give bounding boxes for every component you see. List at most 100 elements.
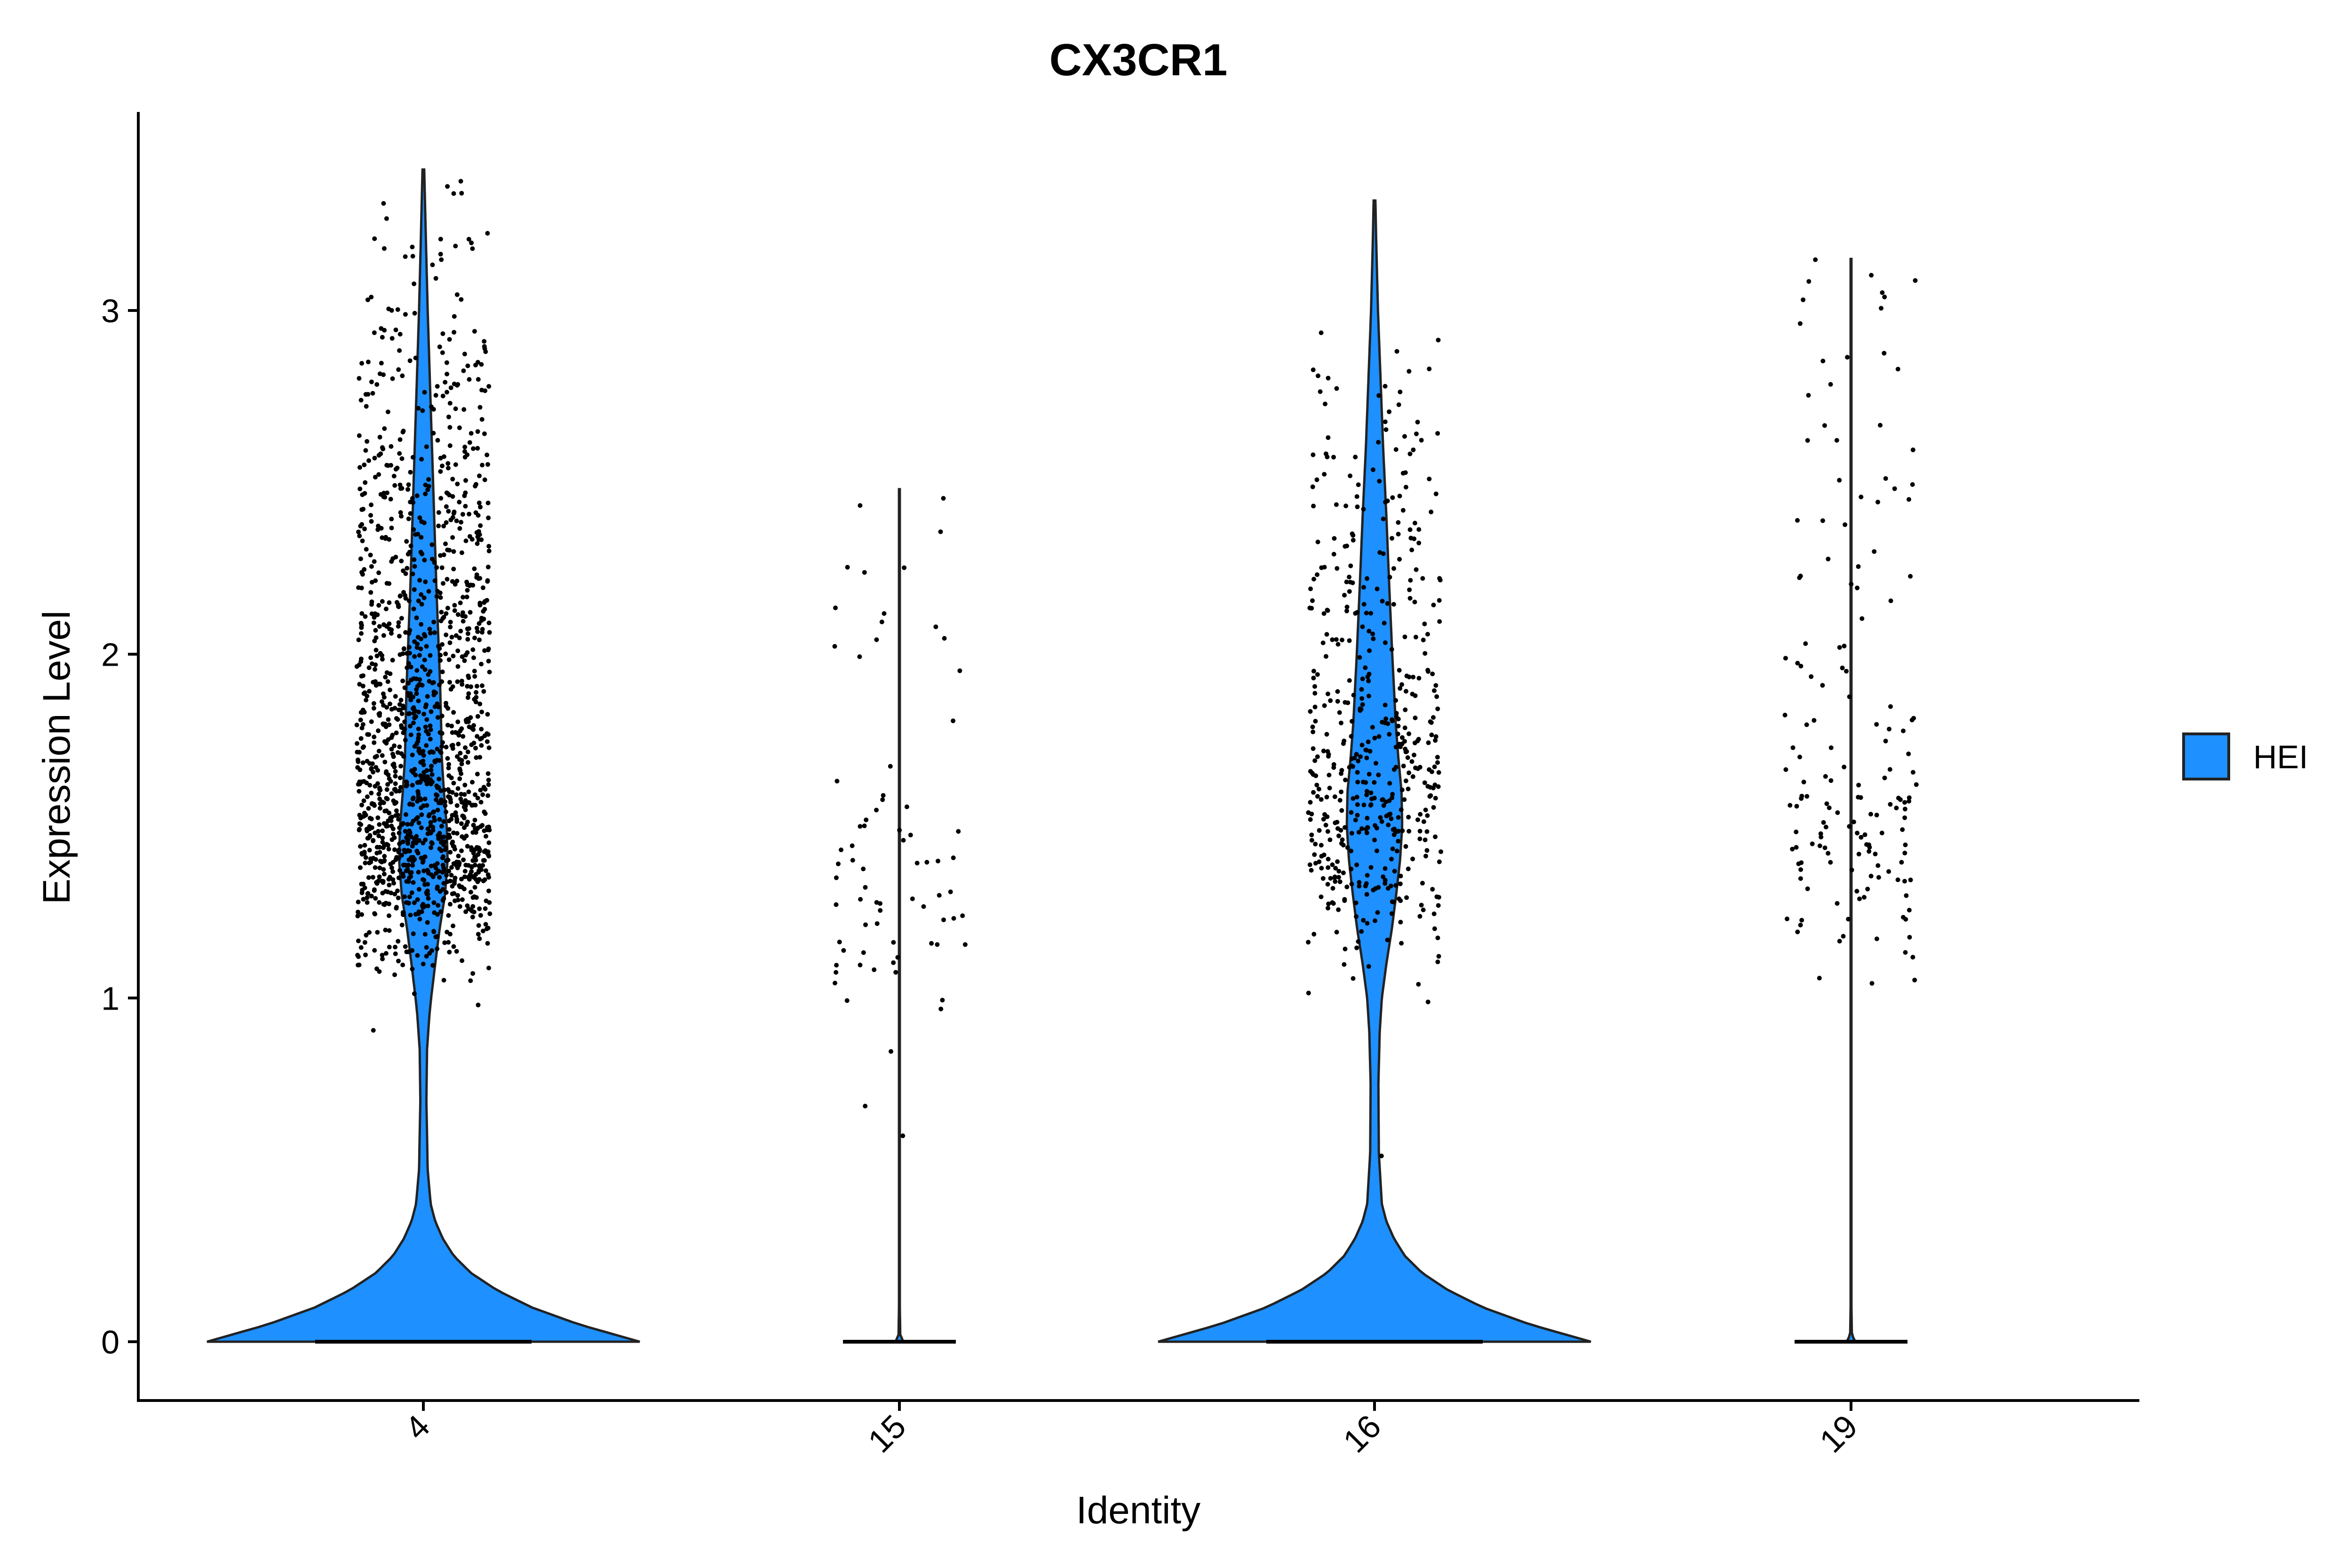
data-point-4 xyxy=(421,868,426,874)
data-point-15 xyxy=(910,896,915,901)
data-point-4 xyxy=(417,682,422,687)
data-point-4 xyxy=(400,839,405,844)
data-point-4 xyxy=(440,898,445,903)
data-point-4 xyxy=(428,653,433,658)
data-point-4 xyxy=(389,336,395,341)
data-point-4 xyxy=(422,657,427,662)
data-point-4 xyxy=(411,720,416,725)
data-point-4 xyxy=(474,684,479,689)
data-point-4 xyxy=(377,844,382,850)
data-point-4 xyxy=(465,363,470,368)
data-point-4 xyxy=(372,455,377,461)
data-point-19 xyxy=(1878,422,1883,428)
data-point-4 xyxy=(463,755,468,760)
data-point-4 xyxy=(405,565,410,571)
data-point-4 xyxy=(445,184,450,189)
data-point-15 xyxy=(908,833,913,837)
data-point-19 xyxy=(1847,694,1852,699)
data-point-4 xyxy=(446,765,451,771)
data-point-4 xyxy=(379,525,384,531)
data-point-4 xyxy=(397,744,402,749)
data-point-4 xyxy=(453,244,458,248)
data-point-4 xyxy=(389,891,394,895)
data-point-19 xyxy=(1909,717,1915,723)
data-point-19 xyxy=(1817,976,1822,981)
data-point-16 xyxy=(1315,672,1320,677)
data-point-4 xyxy=(404,949,409,955)
data-point-16 xyxy=(1364,881,1369,886)
data-point-4 xyxy=(457,526,462,531)
data-point-19 xyxy=(1858,795,1863,800)
data-point-4 xyxy=(416,869,421,875)
data-point-4 xyxy=(450,515,455,520)
data-point-4 xyxy=(369,564,374,569)
data-point-4 xyxy=(438,658,443,663)
data-point-4 xyxy=(454,863,459,868)
data-point-4 xyxy=(362,690,367,695)
data-point-4 xyxy=(397,830,402,836)
data-point-4 xyxy=(355,914,360,919)
data-point-16 xyxy=(1389,816,1394,821)
data-point-16 xyxy=(1417,914,1422,919)
data-point-4 xyxy=(385,782,390,787)
data-point-16 xyxy=(1435,760,1440,765)
data-point-4 xyxy=(360,673,366,678)
data-point-16 xyxy=(1351,976,1356,981)
data-point-19 xyxy=(1798,867,1804,872)
data-point-4 xyxy=(445,577,450,582)
data-point-16 xyxy=(1312,691,1318,696)
data-point-4 xyxy=(472,862,477,868)
data-point-4 xyxy=(450,743,455,748)
data-point-19 xyxy=(1855,830,1860,836)
data-point-4 xyxy=(425,903,430,908)
data-point-16 xyxy=(1365,674,1370,679)
data-point-4 xyxy=(482,809,487,814)
data-point-19 xyxy=(1861,895,1867,900)
data-point-16 xyxy=(1390,792,1395,797)
data-point-4 xyxy=(483,906,488,911)
data-point-16 xyxy=(1417,836,1422,842)
data-point-4 xyxy=(389,747,394,752)
data-point-4 xyxy=(483,868,488,873)
data-point-19 xyxy=(1904,893,1909,898)
data-point-4 xyxy=(368,655,373,661)
data-point-16 xyxy=(1381,874,1386,879)
data-point-4 xyxy=(477,847,482,852)
data-point-16 xyxy=(1422,651,1428,656)
data-point-4 xyxy=(459,771,464,776)
data-point-4 xyxy=(364,547,369,552)
data-point-4 xyxy=(380,753,385,758)
data-point-16 xyxy=(1321,817,1326,822)
data-point-4 xyxy=(463,745,468,750)
data-point-4 xyxy=(368,513,373,518)
data-point-4 xyxy=(415,789,421,794)
data-point-4 xyxy=(406,645,412,650)
data-point-15 xyxy=(914,860,920,866)
data-point-19 xyxy=(1857,896,1862,901)
data-point-19 xyxy=(1834,438,1839,443)
data-point-4 xyxy=(403,944,408,949)
data-point-19 xyxy=(1795,518,1800,523)
data-point-4 xyxy=(425,826,430,831)
data-point-4 xyxy=(376,711,381,716)
data-point-4 xyxy=(359,912,364,917)
data-point-4 xyxy=(365,297,370,302)
data-point-4 xyxy=(376,472,381,477)
data-point-4 xyxy=(437,344,442,350)
data-point-4 xyxy=(379,878,384,883)
data-point-4 xyxy=(358,656,364,661)
data-point-16 xyxy=(1395,732,1400,737)
data-point-16 xyxy=(1397,557,1402,562)
data-point-4 xyxy=(373,628,378,633)
data-point-4 xyxy=(410,948,415,953)
data-point-4 xyxy=(389,559,394,564)
data-point-4 xyxy=(362,940,367,945)
data-point-4 xyxy=(429,709,434,714)
data-point-4 xyxy=(461,886,467,891)
data-point-19 xyxy=(1821,820,1826,825)
data-point-4 xyxy=(402,685,407,690)
data-point-4 xyxy=(366,732,372,737)
data-point-16 xyxy=(1311,790,1316,795)
data-point-16 xyxy=(1350,531,1355,536)
data-point-4 xyxy=(386,846,391,852)
